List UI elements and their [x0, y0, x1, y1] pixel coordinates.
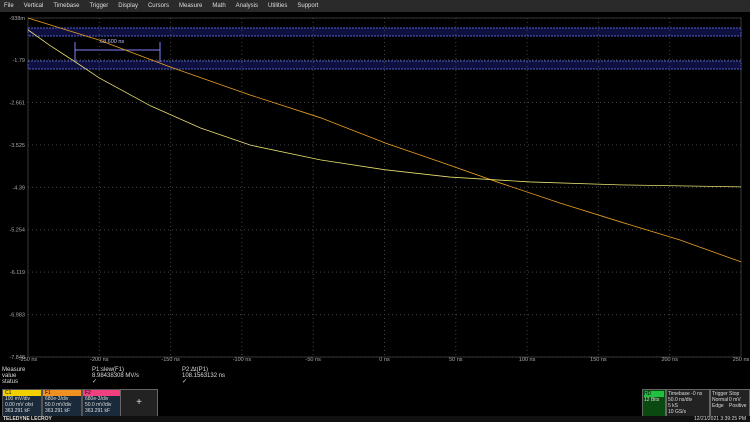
measure-cell: status: [2, 379, 19, 385]
x-tick-label: -250 ns: [19, 357, 38, 363]
channel-setting: 0.00 mV ofst: [5, 402, 34, 408]
datetime: 12/21/2021 3:39:25 PM: [694, 416, 746, 422]
menu-item: File: [4, 3, 14, 9]
menu-item: Math: [212, 3, 226, 9]
footer: TELEDYNE LECROY 12/21/2021 3:39:25 PM: [0, 416, 750, 422]
channel-box[interactable]: F1 680e-3/div 50.0 mV/div 363.291 kF: [42, 389, 82, 417]
x-tick-label: 250 ns: [733, 357, 750, 363]
menu-item: Utilities: [268, 3, 288, 9]
measure-cell: ✓: [182, 379, 188, 385]
cursor-band: [27, 27, 742, 37]
y-tick-label: -7.848: [9, 355, 25, 361]
y-tick-label: -6.983: [9, 313, 25, 319]
y-tick-label: -2.661: [9, 101, 25, 107]
channel-setting: 50.0 mV/div: [45, 402, 72, 408]
channel-setting: 680e-3/div: [45, 396, 69, 402]
menu-item: Support: [297, 3, 319, 9]
x-tick-label: 200 ns: [661, 357, 678, 363]
timebase-title: Timebase: [668, 391, 690, 397]
channel-box[interactable]: C1 100 mV/div 0.00 mV ofst 363.291 kF: [2, 389, 42, 417]
x-tick-label: 0 ns: [379, 357, 390, 363]
timebase-setting: 10 GS/s: [668, 409, 687, 415]
channel-name: F1: [43, 390, 81, 396]
trigger-setting: Positive: [729, 403, 747, 409]
trigger-state: Stop: [729, 391, 740, 397]
cursor-label: 68.600 ns: [100, 39, 124, 45]
acq-mode: HD: [644, 391, 664, 397]
menu-item: Trigger: [89, 3, 109, 9]
trace: [27, 17, 742, 263]
measure-cell: value: [2, 373, 17, 379]
acq-box: HD 12 Bits: [642, 389, 666, 417]
cursor-band: [27, 60, 742, 70]
brand: TELEDYNE LECROY: [3, 416, 52, 422]
x-tick-label: -100 ns: [233, 357, 252, 363]
add-button[interactable]: +: [120, 389, 158, 417]
acq-bits: 12 Bits: [644, 397, 660, 403]
x-tick-label: -150 ns: [161, 357, 180, 363]
menu-item: Display: [118, 3, 138, 9]
timebase-setting: 5 kS: [668, 403, 679, 409]
measure-row: Measure P1:slew(F1) P2:Δt(P1): [2, 367, 322, 373]
measure-cell: P2:Δt(P1): [182, 367, 209, 373]
plot: 68.600 ns -250 ns -200 ns -150 ns -100 ns -5…: [9, 16, 750, 363]
menu-item: Vertical: [23, 3, 44, 9]
x-tick-label: 100 ns: [519, 357, 536, 363]
measure-cell: P1:slew(F1): [92, 367, 125, 373]
timebase-title: Timebase -0 ns: [668, 391, 708, 397]
trigger-title: Trigger: [712, 391, 728, 397]
menu-item: Measure: [178, 3, 203, 9]
menu-item: Analysis: [235, 3, 259, 9]
x-tick-label: 50 ns: [449, 357, 463, 363]
menu-item: Cursors: [147, 3, 169, 9]
x-tick-label: -200 ns: [90, 357, 109, 363]
measure-table: Measure P1:slew(F1) P2:Δt(P1) value 8.984383…: [2, 367, 322, 385]
menu-item: Timebase: [53, 3, 80, 9]
trigger-setting: 0 mV: [729, 397, 741, 403]
measure-row: status ✓ ✓: [2, 379, 322, 385]
channel-setting: 363.291 kF: [5, 408, 31, 414]
channel-setting: 363.291 kF: [85, 408, 111, 414]
y-tick-label: -6.119: [10, 270, 25, 276]
timebase-delay: -0 ns: [691, 391, 703, 397]
trigger-setting: Normal: [712, 397, 729, 403]
channel-setting: 680e-3/div: [85, 396, 109, 402]
measure-cell: 8.98438308 MV/s: [92, 373, 140, 379]
channel-name: C1: [3, 390, 41, 396]
timebase-box[interactable]: Timebase -0 ns 50.0 ns/div 5 kS 10 GS/s: [666, 389, 710, 417]
y-tick-label: -4.39: [12, 185, 25, 191]
measure-cell: Measure: [2, 367, 26, 373]
y-tick-label: -1.79: [12, 58, 25, 64]
y-tick-label: -3.525: [9, 143, 25, 149]
measure-cell: 108.1563132 ns: [182, 373, 226, 379]
timebase-setting: 50.0 ns/div: [668, 397, 693, 403]
channel-setting: 100 mV/div: [5, 396, 31, 402]
channel-setting: 363.291 kF: [45, 408, 71, 414]
trace: [27, 29, 742, 188]
y-tick-label: -938m: [9, 16, 25, 22]
trigger-setting: Edge: [712, 403, 724, 409]
channel-name: F2: [83, 390, 121, 396]
x-tick-label: -50 ns: [306, 357, 322, 363]
channel-setting: 50.0 mV/div: [85, 402, 112, 408]
measure-row: value 8.98438308 MV/s 108.1563132 ns: [2, 373, 322, 379]
trigger-box[interactable]: Trigger Stop Normal0 mV Edge Positive: [710, 389, 750, 417]
x-tick-label: 150 ns: [590, 357, 607, 363]
measure-cell: ✓: [92, 379, 98, 385]
channel-box[interactable]: F2 680e-3/div 50.0 mV/div 363.291 kF: [82, 389, 122, 417]
menu-bar: File Vertical Timebase Trigger Display Cursor…: [0, 0, 750, 12]
y-tick-label: -5.254: [9, 228, 25, 234]
